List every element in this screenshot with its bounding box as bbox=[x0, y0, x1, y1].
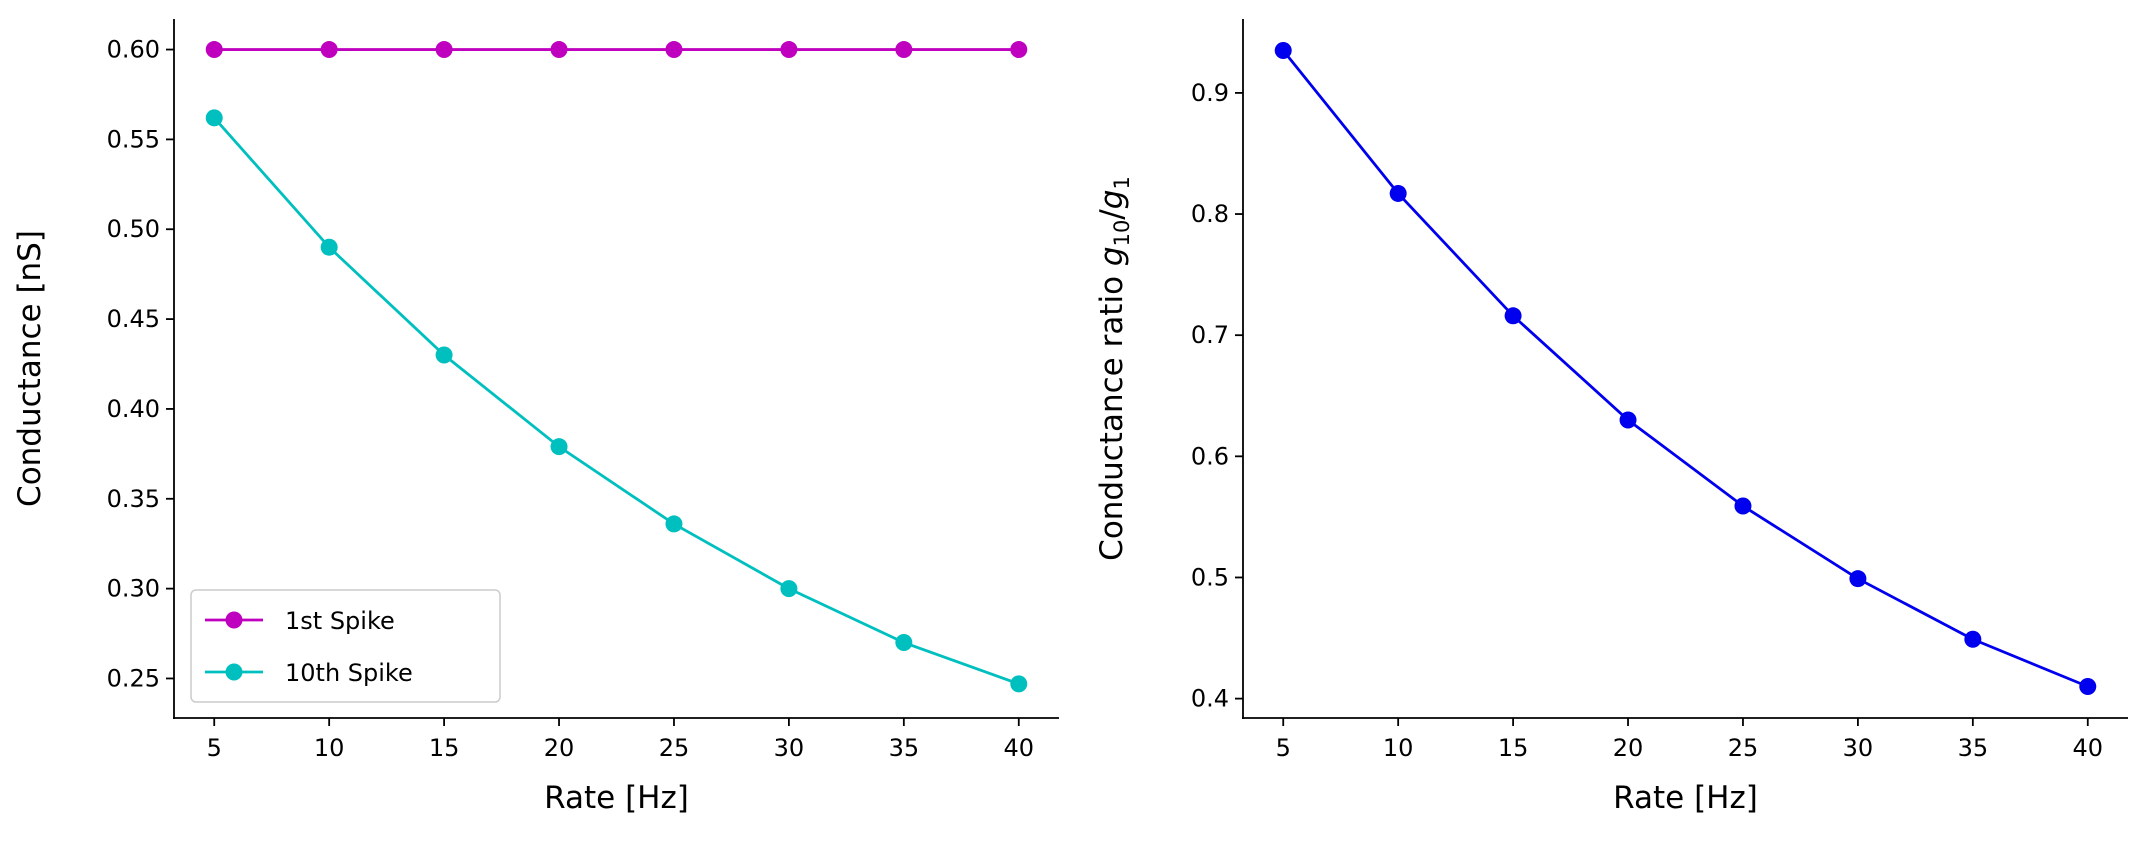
data-point bbox=[205, 41, 223, 59]
data-point bbox=[1389, 184, 1407, 202]
y-axis-label: Conductance ratio g10/g1 bbox=[1094, 176, 1134, 561]
data-point bbox=[1619, 411, 1637, 429]
y-tick-label: 0.5 bbox=[1191, 563, 1229, 591]
x-tick-label: 20 bbox=[544, 734, 575, 762]
y-tick-label: 0.6 bbox=[1191, 442, 1229, 470]
y-tick-label: 0.35 bbox=[107, 485, 160, 513]
y-tick-label: 0.9 bbox=[1191, 79, 1229, 107]
data-point bbox=[895, 41, 913, 59]
data-point bbox=[205, 109, 223, 127]
legend-marker bbox=[225, 663, 243, 681]
x-tick-label: 30 bbox=[774, 734, 805, 762]
x-tick-label: 30 bbox=[1843, 734, 1874, 762]
y-axis-label-part: g bbox=[1094, 246, 1130, 266]
y-tick-label: 0.45 bbox=[107, 305, 160, 333]
y-tick-label: 0.40 bbox=[107, 395, 160, 423]
y-tick-label: 0.50 bbox=[107, 215, 160, 243]
legend: 1st Spike 10th Spike bbox=[190, 589, 501, 703]
y-axis-label-part: / bbox=[1094, 209, 1130, 220]
data-point bbox=[665, 41, 683, 59]
data-point bbox=[780, 41, 798, 59]
data-point bbox=[1504, 307, 1522, 325]
y-axis-label-part: g bbox=[1094, 190, 1130, 210]
data-point bbox=[895, 634, 913, 652]
data-point bbox=[1010, 41, 1028, 59]
data-point bbox=[2079, 678, 2097, 696]
data-point bbox=[1734, 497, 1752, 515]
y-tick-label: 0.30 bbox=[107, 575, 160, 603]
data-point bbox=[780, 580, 798, 598]
y-axis-label-part: 1 bbox=[1110, 176, 1134, 189]
y-tick-label: 0.7 bbox=[1191, 321, 1229, 349]
data-point bbox=[1849, 570, 1867, 588]
data-point bbox=[1964, 630, 1982, 648]
x-tick-label: 35 bbox=[1958, 734, 1989, 762]
y-tick-label: 0.55 bbox=[107, 125, 160, 153]
x-tick-label: 25 bbox=[659, 734, 690, 762]
x-tick-label: 40 bbox=[2072, 734, 2103, 762]
x-tick-label: 15 bbox=[1498, 734, 1529, 762]
data-point bbox=[550, 41, 568, 59]
x-tick-label: 15 bbox=[429, 734, 460, 762]
data-point bbox=[1274, 41, 1292, 59]
legend-label: 10th Spike bbox=[285, 659, 413, 687]
x-tick-label: 5 bbox=[1276, 734, 1291, 762]
y-axis-label-part: Conductance ratio bbox=[1094, 266, 1130, 561]
y-tick-label: 0.8 bbox=[1191, 200, 1229, 228]
data-point bbox=[550, 438, 568, 456]
y-tick-label: 0.4 bbox=[1191, 685, 1229, 713]
x-tick-label: 35 bbox=[889, 734, 920, 762]
x-axis-label: Rate [Hz] bbox=[1613, 780, 1758, 816]
data-point bbox=[435, 346, 453, 364]
y-tick-label: 0.25 bbox=[107, 664, 160, 692]
data-point bbox=[1010, 675, 1028, 693]
x-tick-label: 10 bbox=[314, 734, 345, 762]
legend-marker bbox=[225, 611, 243, 629]
x-tick-label: 20 bbox=[1613, 734, 1644, 762]
y-axis-label-part: 10 bbox=[1110, 220, 1134, 247]
series-line-10th-spike bbox=[213, 116, 1020, 686]
series-line-ratio bbox=[1282, 49, 2089, 688]
x-tick-label: 10 bbox=[1383, 734, 1414, 762]
x-tick-label: 25 bbox=[1728, 734, 1759, 762]
y-tick-label: 0.60 bbox=[107, 36, 160, 64]
left-chart: 5 10 15 20 25 30 35 40 0.25 0.30 0.35 0.40 0.45 0.50 0… bbox=[12, 19, 1059, 816]
data-point bbox=[665, 515, 683, 533]
right-chart: 5 10 15 20 25 30 35 40 0.4 0.5 0.6 0.7 0.8 0.9 Rate [H… bbox=[1094, 19, 2128, 816]
legend-label: 1st Spike bbox=[285, 607, 395, 635]
x-axis-label: Rate [Hz] bbox=[544, 780, 689, 816]
data-point bbox=[320, 238, 338, 256]
y-axis-label: Conductance [nS] bbox=[12, 230, 48, 507]
data-point bbox=[435, 41, 453, 59]
x-tick-label: 5 bbox=[207, 734, 222, 762]
legend-box bbox=[190, 589, 501, 703]
data-point bbox=[320, 41, 338, 59]
x-tick-label: 40 bbox=[1003, 734, 1034, 762]
